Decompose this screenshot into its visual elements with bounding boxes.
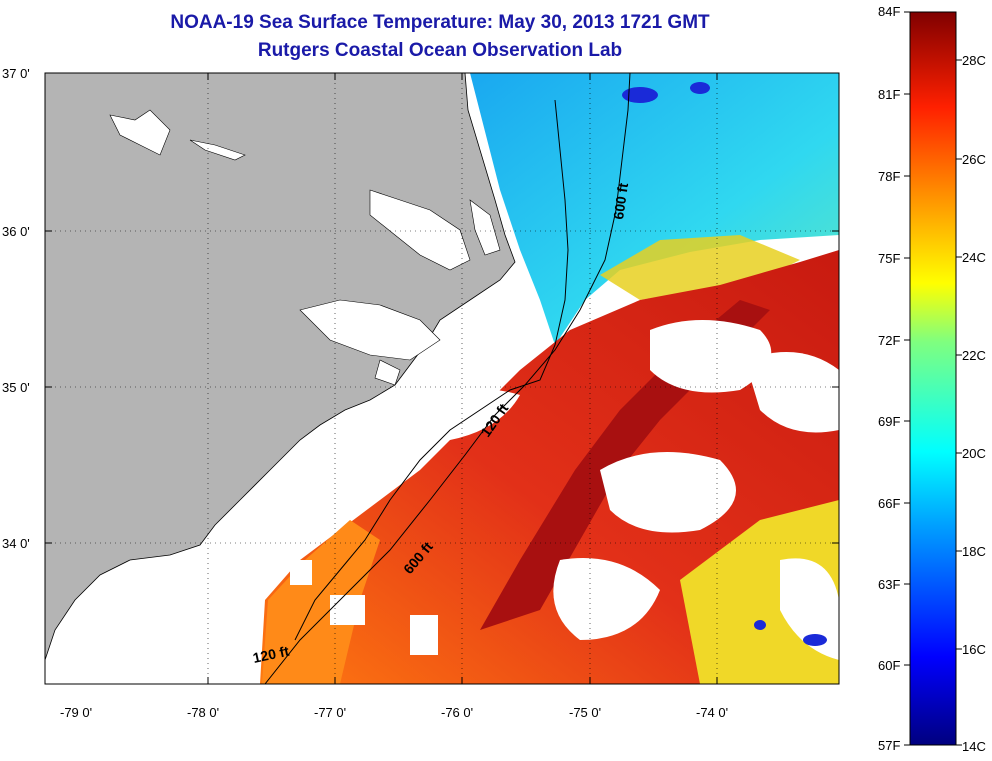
colorbar-ticks: [904, 11, 962, 746]
graticule: [45, 73, 839, 684]
axis-ticks: [45, 72, 839, 684]
lon-label-74: -74 0': [696, 705, 729, 720]
contour-120ft: [294, 99, 569, 641]
lat-label-37: 37 0': [2, 66, 30, 81]
lat-label-36: 36 0': [2, 224, 30, 239]
colorbar-f-label: 57F: [878, 738, 901, 753]
lon-label-77: -77 0': [314, 705, 347, 720]
colorbar-f-label: 75F: [878, 251, 901, 266]
contour-label-600-north: 600 ft: [610, 182, 631, 221]
cool-water-region: [470, 73, 839, 345]
contour-label-120-south: 120 ft: [251, 643, 290, 666]
colorbar-c-label: 28C: [962, 53, 986, 68]
colorbar-f-label: 78F: [878, 169, 901, 184]
map-subtitle: Rutgers Coastal Ocean Observation Lab: [257, 40, 623, 61]
colorbar-c-label: 16C: [962, 642, 986, 657]
transition-band: [600, 235, 800, 300]
colorbar-f-label: 69F: [878, 414, 901, 429]
map-title: NOAA-19 Sea Surface Temperature: May 30,…: [170, 12, 710, 33]
lat-label-35: 35 0': [2, 380, 30, 395]
cloud-patches: [290, 320, 839, 660]
lat-label-34: 34 0': [2, 536, 30, 551]
colorbar-c-label: 20C: [962, 446, 986, 461]
colorbar-c-label: 14C: [962, 739, 986, 754]
sounds: [109, 109, 501, 386]
map-frame: [44, 72, 840, 685]
cold-spots: [622, 82, 827, 646]
colorbar: [909, 11, 957, 746]
colorbar-c-label: 26C: [962, 152, 986, 167]
colorbar-f-label: 66F: [878, 496, 901, 511]
colorbar-f-label: 72F: [878, 333, 901, 348]
lon-label-78: -78 0': [187, 705, 220, 720]
colorbar-c-label: 22C: [962, 348, 986, 363]
lon-label-75: -75 0': [569, 705, 602, 720]
lon-label-76: -76 0': [441, 705, 474, 720]
colorbar-f-label: 84F: [878, 4, 901, 19]
colorbar-c-label: 18C: [962, 544, 986, 559]
colorbar-f-label: 60F: [878, 658, 901, 673]
lon-label-79: -79 0': [60, 705, 93, 720]
colorbar-f-label: 81F: [878, 87, 901, 102]
colorbar-c-label: 24C: [962, 250, 986, 265]
yellow-patch: [680, 500, 839, 684]
colorbar-f-label: 63F: [878, 577, 901, 592]
orange-fringe: [262, 520, 380, 684]
